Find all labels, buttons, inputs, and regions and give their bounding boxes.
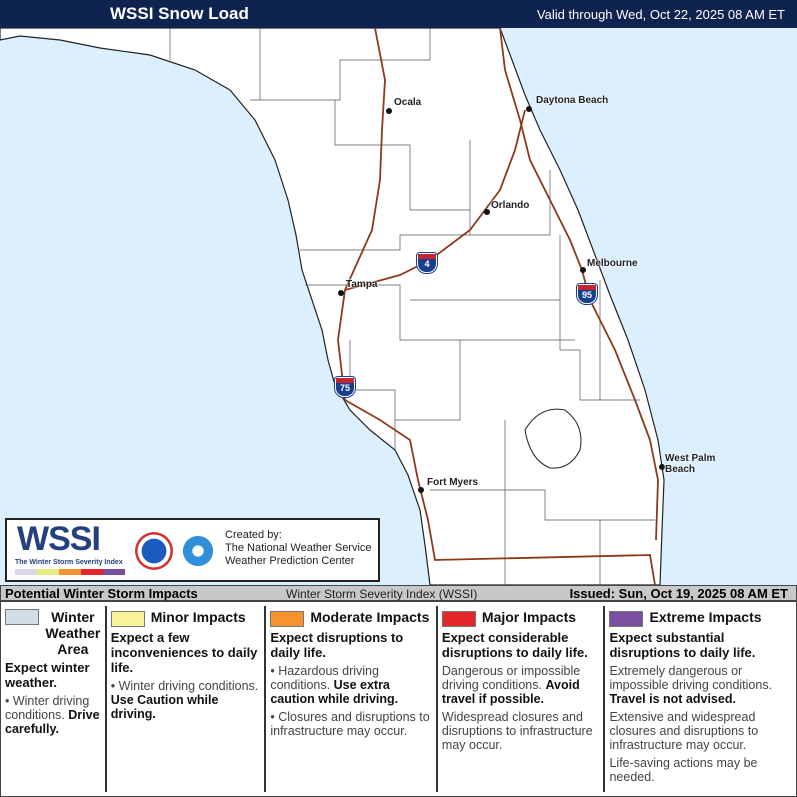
- city-west-palm-beach: West Palm Beach: [665, 453, 716, 475]
- map[interactable]: Ocala Daytona Beach Orlando Melbourne Ta…: [0, 28, 797, 585]
- issued-time: Issued: Sun, Oct 19, 2025 08 AM ET: [569, 586, 788, 601]
- legend-bullet: • Winter driving conditions. Drive caref…: [5, 694, 100, 736]
- lake-okeechobee: [524, 408, 582, 469]
- color-swatch: [5, 609, 39, 625]
- color-swatch: [609, 610, 644, 627]
- legend-minor: Minor Impacts Expect a few inconvenience…: [107, 606, 267, 792]
- city-dot: [526, 106, 532, 112]
- noaa-logo-icon: [179, 532, 217, 570]
- city-tampa: Tampa: [346, 279, 378, 290]
- legend-expect: Expect disruptions to daily life.: [270, 629, 404, 660]
- header: WSSI Snow Load Valid through Wed, Oct 22…: [0, 0, 797, 28]
- legend-bullet: Extremely dangerous or impossible drivin…: [609, 663, 773, 706]
- legend-bullet: Extensive and widespread closures and di…: [609, 709, 759, 752]
- city-melbourne: Melbourne: [587, 258, 638, 269]
- logo-box: WSSI The Winter Storm Severity Index Cre…: [5, 518, 380, 582]
- nws-logo-icon: [135, 532, 173, 570]
- info-bar: Potential Winter Storm Impacts Winter St…: [0, 585, 797, 601]
- city-dot: [338, 290, 344, 296]
- legend-bullet: • Closures and disruptions to infrastruc…: [270, 709, 430, 738]
- impacts-heading: Potential Winter Storm Impacts: [5, 586, 198, 601]
- city-fort-myers: Fort Myers: [427, 477, 479, 488]
- city-dot: [580, 267, 586, 273]
- legend-bullet: • Hazardous driving conditions. Use extr…: [270, 663, 399, 706]
- legend-label: Minor Impacts: [150, 609, 246, 625]
- valid-through: Valid through Wed, Oct 22, 2025 08 AM ET: [536, 7, 785, 22]
- city-dot: [659, 464, 665, 470]
- color-swatch: [270, 610, 305, 627]
- legend-label: Extreme Impacts: [649, 609, 762, 625]
- city-dot: [418, 487, 424, 493]
- legend-label: Winter Weather Area: [45, 609, 101, 657]
- legend-expect: Expect a few inconveniences to daily lif…: [110, 629, 258, 675]
- interstate-shield-icon: 75: [335, 377, 355, 397]
- legend-label: Moderate Impacts: [310, 609, 430, 625]
- created-by: Created by: The National Weather Service W…: [225, 529, 372, 567]
- legend-bullet: • Winter driving conditions. Use Caution…: [110, 678, 259, 721]
- legend-bullet: Life-saving actions may be needed.: [609, 755, 758, 784]
- city-dot: [386, 108, 392, 114]
- color-swatch: [441, 610, 476, 627]
- city-dot: [484, 209, 490, 215]
- interstate-shield-icon: 95: [577, 284, 597, 304]
- wssi-color-bar: [15, 569, 125, 575]
- legend-label: Major Impacts: [481, 609, 577, 625]
- map-canvas: [0, 28, 797, 585]
- city-orlando: Orlando: [491, 200, 530, 211]
- map-title: WSSI Snow Load: [110, 4, 249, 23]
- legend-bullet: Dangerous or impossible driving conditio…: [441, 663, 581, 706]
- legend-extreme: Extreme Impacts Expect substantial disru…: [605, 606, 796, 792]
- legend: Winter Weather Area Expect winter weathe…: [0, 601, 797, 797]
- legend-bullet: Widespread closures and disruptions to i…: [441, 709, 593, 752]
- legend-major: Major Impacts Expect considerable disrup…: [438, 606, 606, 792]
- county-lines: [169, 28, 655, 585]
- legend-winter-weather-area: Winter Weather Area Expect winter weathe…: [1, 606, 107, 792]
- color-swatch: [110, 610, 145, 627]
- index-name: Winter Storm Severity Index (WSSI): [286, 587, 478, 601]
- city-daytona-beach: Daytona Beach: [536, 95, 609, 106]
- legend-expect: Expect considerable disruptions to daily…: [441, 629, 588, 660]
- legend-moderate: Moderate Impacts Expect disruptions to d…: [266, 606, 438, 792]
- legend-expect: Expect substantial disruptions to daily …: [609, 629, 756, 660]
- wssi-subtitle: The Winter Storm Severity Index: [15, 559, 123, 566]
- wssi-logo: WSSI: [17, 520, 101, 558]
- legend-expect: Expect winter weather.: [5, 660, 90, 690]
- city-ocala: Ocala: [394, 97, 422, 108]
- interstate-shield-icon: 4: [417, 253, 437, 273]
